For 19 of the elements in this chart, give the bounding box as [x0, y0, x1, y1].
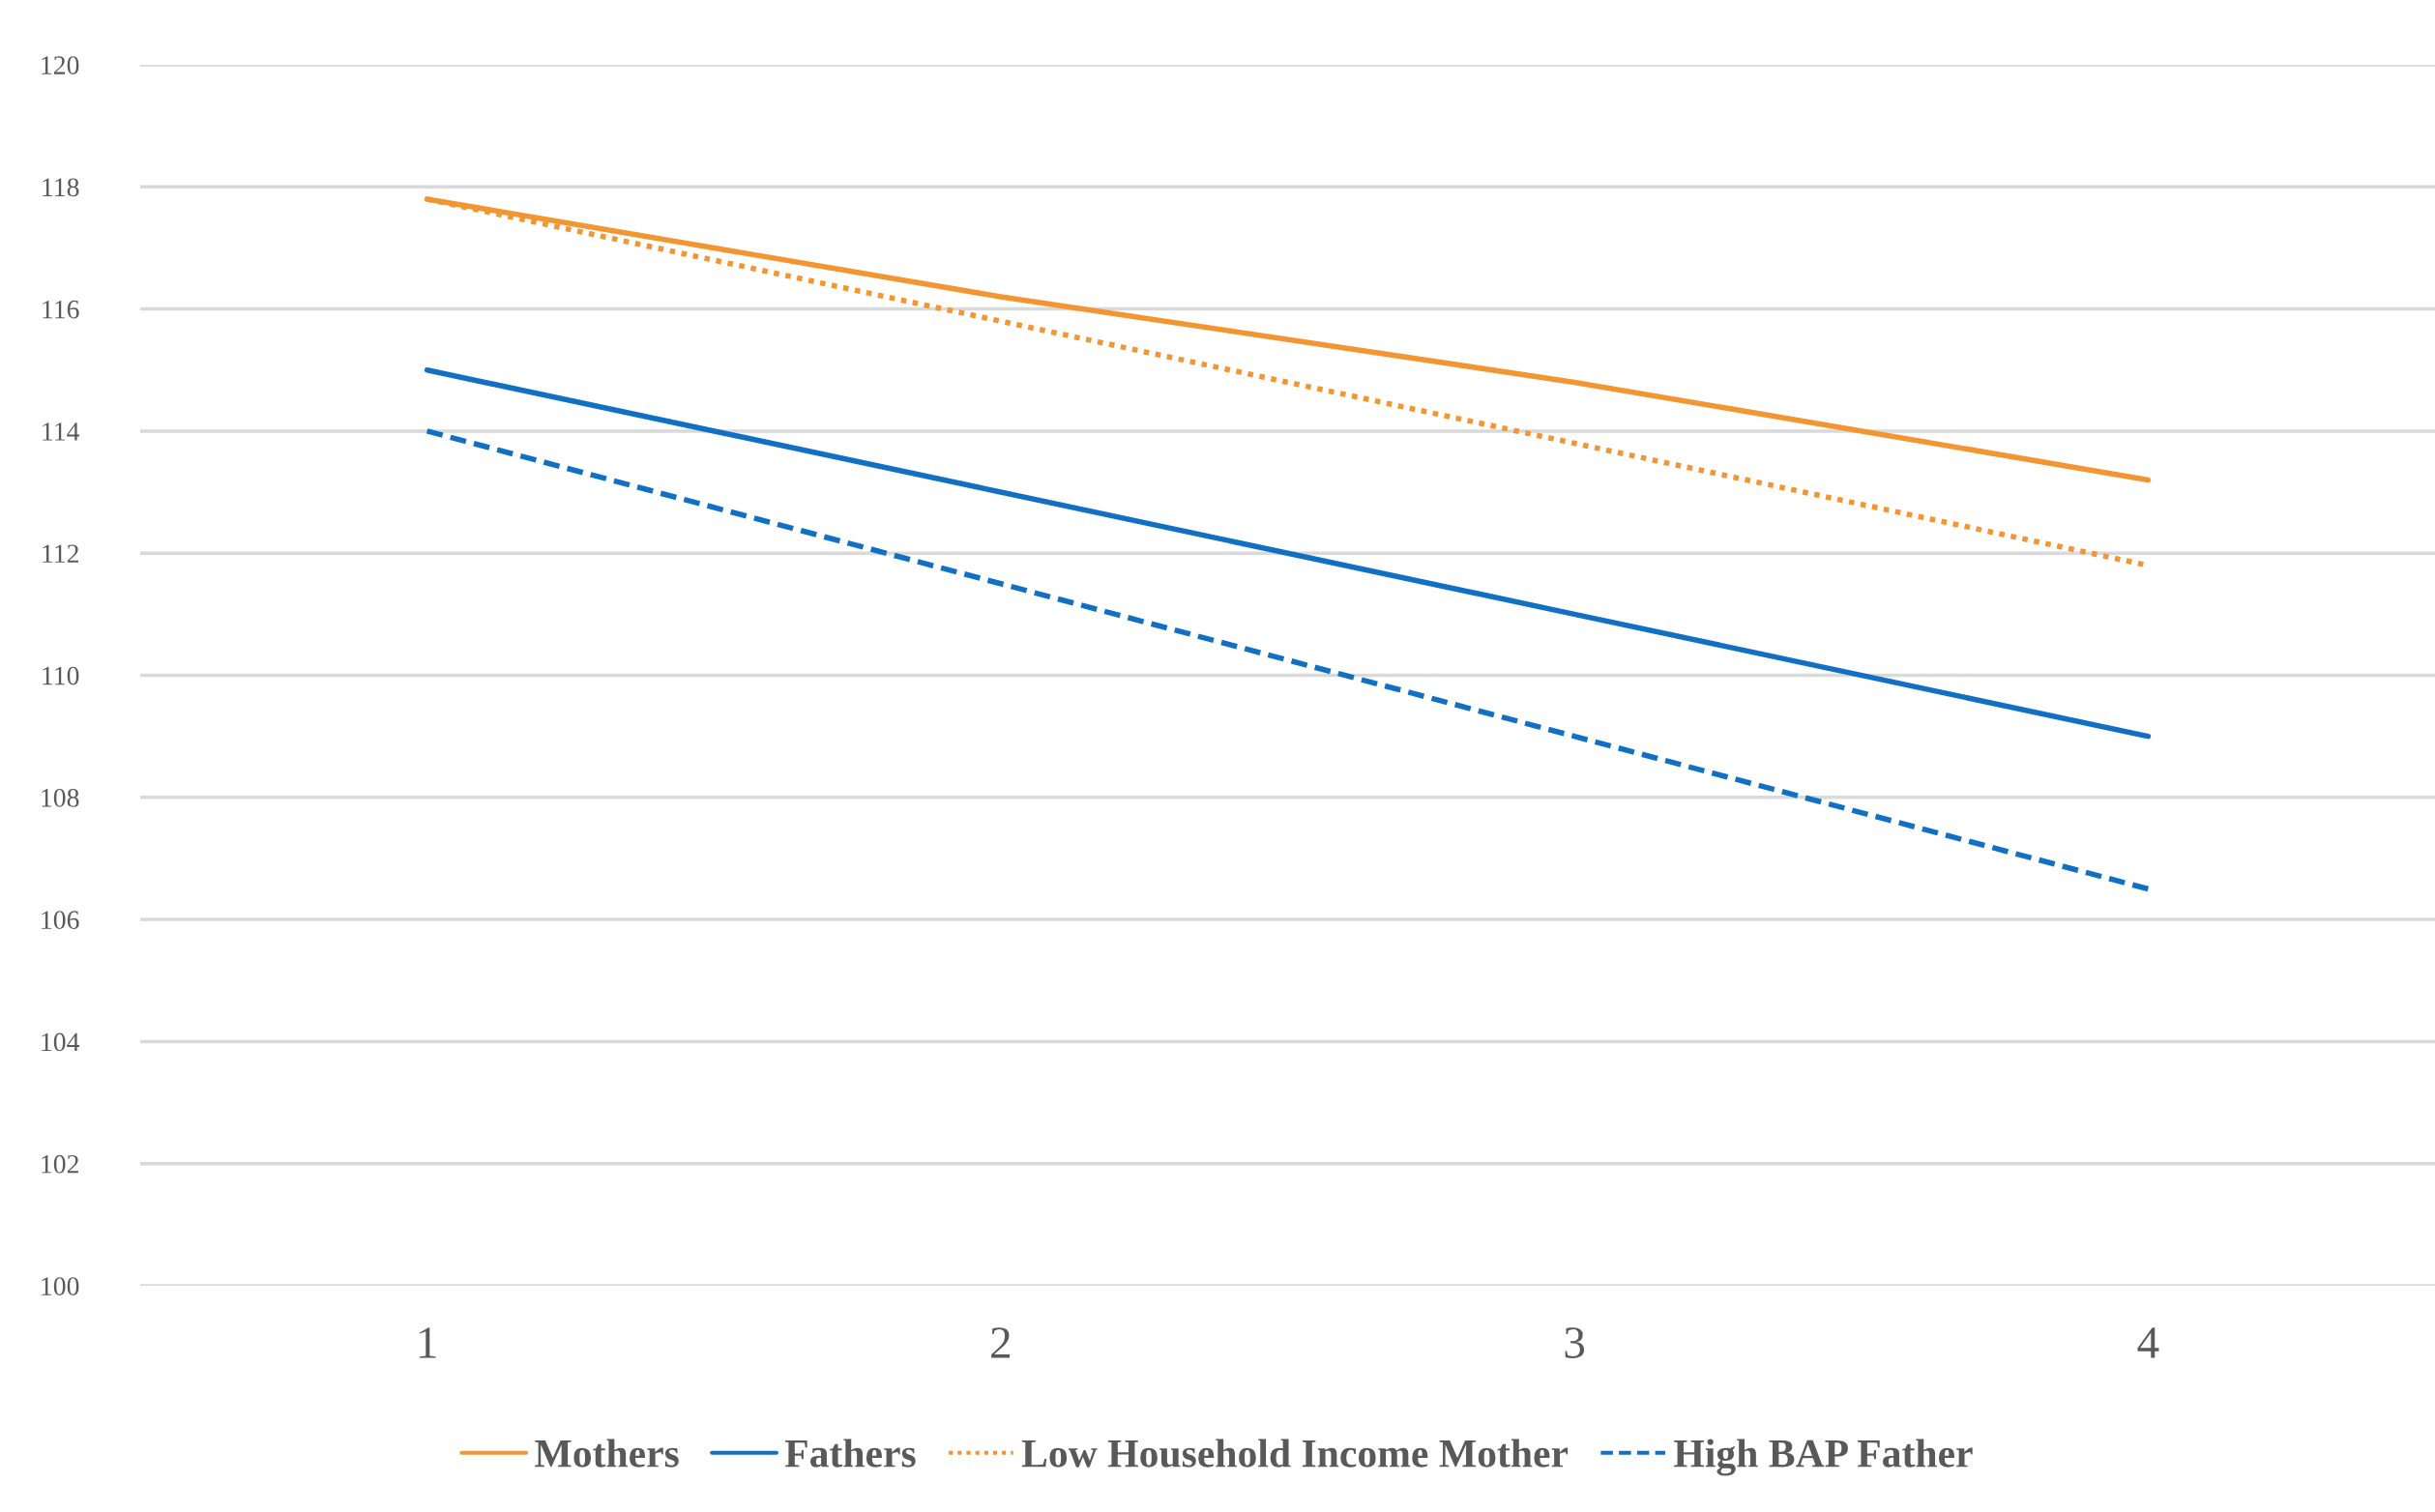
x-tick-label: 2 — [991, 1327, 1011, 1358]
y-tick-label: 112 — [43, 544, 78, 563]
y-tick-label: 120 — [42, 56, 79, 74]
y-tick-label: 108 — [42, 788, 79, 807]
y-tick-label: 100 — [42, 1277, 79, 1295]
y-tick-label: 102 — [42, 1154, 78, 1174]
legend-label: Mothers — [535, 1439, 679, 1468]
x-tick-label: 4 — [2137, 1327, 2159, 1358]
legend-label: High BAP Father — [1674, 1439, 1973, 1476]
x-tick-label: 1 — [419, 1327, 436, 1358]
legend-label: Fathers — [784, 1439, 916, 1468]
y-tick-label: 116 — [43, 300, 79, 319]
y-tick-label: 114 — [43, 422, 80, 441]
y-tick-label: 110 — [43, 666, 79, 685]
y-tick-label: 118 — [43, 178, 79, 197]
y-tick-label: 104 — [42, 1032, 80, 1052]
x-tick-label: 3 — [1565, 1327, 1585, 1358]
y-tick-label: 106 — [42, 911, 79, 930]
legend-label: Low Household Income Mother — [1021, 1439, 1569, 1468]
